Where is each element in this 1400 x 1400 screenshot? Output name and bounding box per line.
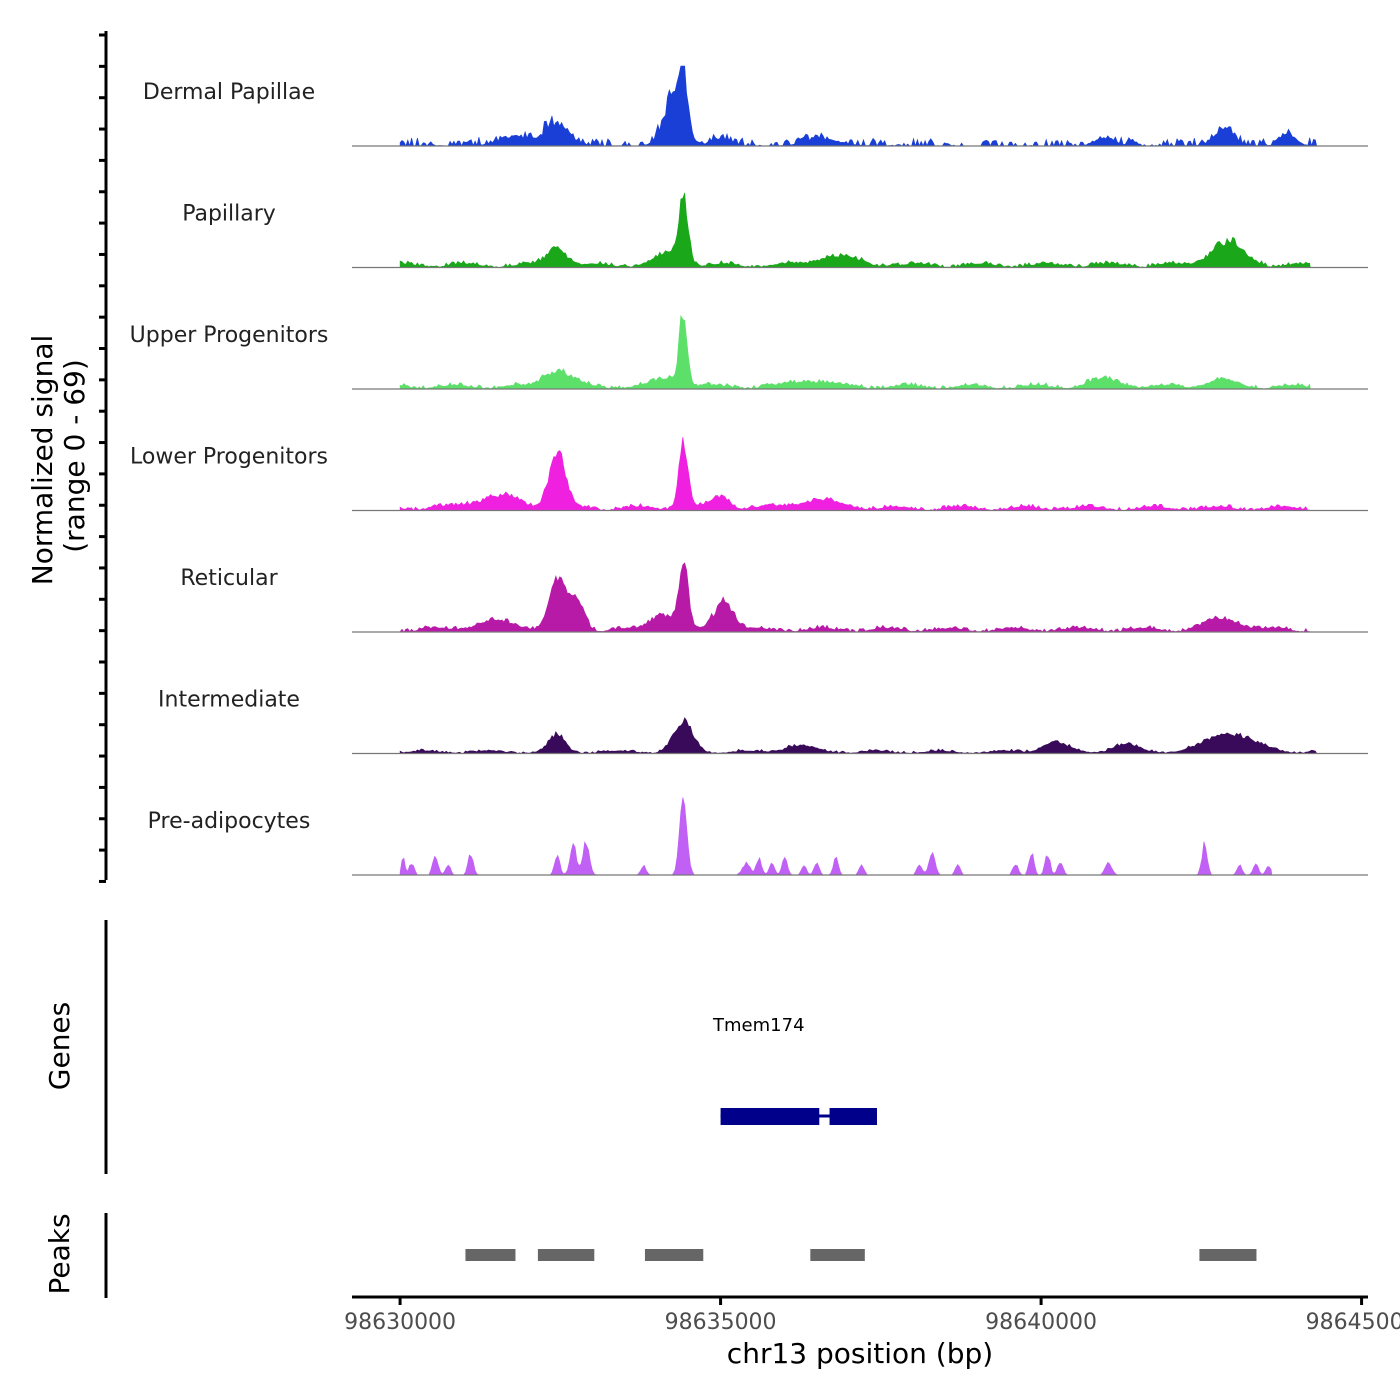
track-upper-progenitors: Upper Progenitors — [130, 314, 1368, 390]
track-label: Pre-adipocytes — [148, 809, 311, 834]
track-reticular: Reticular — [180, 562, 1368, 633]
y-axis-range: (range 0 - 69) — [58, 359, 91, 553]
signal-area — [399, 437, 1312, 512]
signal-y-axis — [99, 31, 108, 883]
gene-label: Tmem174 — [712, 1015, 805, 1036]
track-lower-progenitors: Lower Progenitors — [130, 437, 1368, 512]
track-label: Reticular — [180, 566, 278, 591]
x-tick-label: 98635000 — [665, 1310, 777, 1335]
coverage-tracks: Dermal Papillae Papillary Upper Progenitor… — [130, 65, 1368, 876]
signal-area — [399, 314, 1311, 390]
track-label: Intermediate — [158, 688, 300, 713]
signal-area — [399, 65, 1318, 147]
x-tick-label: 98640000 — [985, 1310, 1097, 1335]
peak-region — [810, 1249, 865, 1261]
track-label: Papillary — [182, 202, 276, 227]
gene-exon — [720, 1108, 820, 1125]
track-intermediate: Intermediate — [158, 688, 1368, 755]
peak-region — [644, 1249, 704, 1261]
peak-region — [465, 1249, 516, 1261]
signal-area — [399, 717, 1318, 754]
y-axis-title: Normalized signal — [26, 335, 59, 586]
track-pre-adipocytes: Pre-adipocytes — [148, 797, 1368, 876]
signal-area — [399, 192, 1311, 268]
x-axis: 98630000 98635000 98640000 98645000 — [344, 1295, 1400, 1335]
peak-region — [537, 1249, 595, 1261]
peaks-panel-title: Peaks — [43, 1213, 76, 1294]
track-dermal-papillae: Dermal Papillae — [143, 65, 1368, 147]
signal-area — [399, 797, 1273, 876]
signal-area — [399, 562, 1312, 633]
x-axis-title: chr13 position (bp) — [727, 1337, 993, 1370]
genes-panel-title: Genes — [43, 1002, 76, 1090]
track-papillary: Papillary — [182, 192, 1368, 269]
peak-panel — [104, 1213, 1257, 1298]
x-tick-label: 98630000 — [344, 1310, 456, 1335]
gene-panel: Tmem174 — [104, 920, 877, 1174]
x-tick-label: 98645000 — [1306, 1310, 1400, 1335]
track-label: Dermal Papillae — [143, 80, 315, 105]
peak-region — [1199, 1249, 1257, 1261]
track-label: Lower Progenitors — [130, 445, 328, 470]
track-label: Upper Progenitors — [130, 323, 329, 348]
gene-exon — [829, 1108, 877, 1125]
